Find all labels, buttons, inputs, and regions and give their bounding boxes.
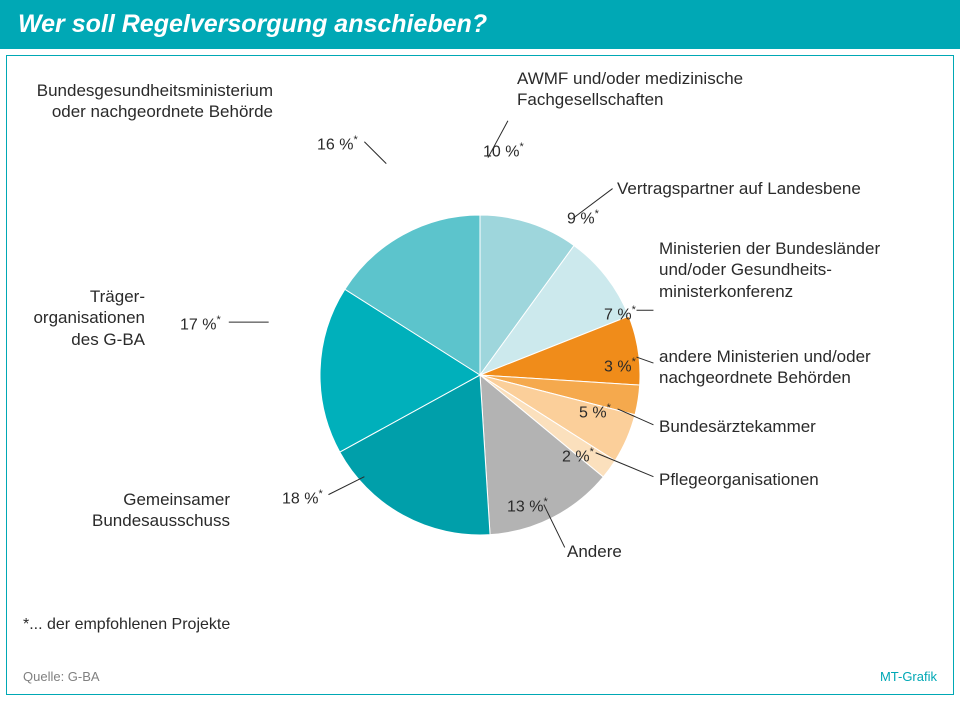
slice-percent: 10 %* <box>483 141 524 161</box>
slice-label: Andere <box>567 541 622 562</box>
slice-label: Ministerien der Bundesländer und/oder Ge… <box>659 238 949 302</box>
page-title: Wer soll Regelversorgung anschieben? <box>0 0 960 49</box>
slice-label: Pflegeorganisationen <box>659 469 819 490</box>
slice-percent: 2 %* <box>562 446 594 466</box>
pie-chart <box>320 215 640 535</box>
slice-label: Gemeinsamer Bundesausschuss <box>7 489 230 532</box>
slice-label: AWMF und/oder medizinische Fachgesellsch… <box>517 68 807 111</box>
slice-label: andere Ministerien und/oder nachgeordnet… <box>659 346 949 389</box>
slice-percent: 17 %* <box>180 314 221 334</box>
slice-percent: 16 %* <box>317 134 358 154</box>
slice-percent: 7 %* <box>604 304 636 324</box>
slice-percent: 9 %* <box>567 208 599 228</box>
source-text: Quelle: G-BA <box>23 669 100 684</box>
slice-percent: 3 %* <box>604 356 636 376</box>
chart-container: *... der empfohlenen Projekte Quelle: G-… <box>6 55 954 695</box>
credit-text: MT-Grafik <box>880 669 937 684</box>
slice-percent: 18 %* <box>282 488 323 508</box>
footnote: *... der empfohlenen Projekte <box>23 616 230 634</box>
leader-line <box>364 142 386 164</box>
slice-label: Vertragspartner auf Landesbene <box>617 178 861 199</box>
slice-label: Bundesgesundheitsministerium oder nachge… <box>7 80 273 123</box>
slice-label: Bundesärztekammer <box>659 416 816 437</box>
slice-label: Träger­organisationen des G-BA <box>7 286 145 350</box>
slice-percent: 5 %* <box>579 402 611 422</box>
slice-percent: 13 %* <box>507 496 548 516</box>
